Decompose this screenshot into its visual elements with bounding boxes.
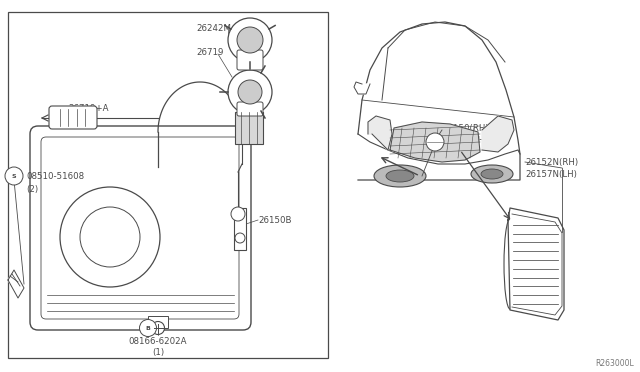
Ellipse shape — [386, 170, 414, 182]
FancyBboxPatch shape — [49, 106, 97, 129]
Ellipse shape — [481, 169, 503, 179]
Circle shape — [60, 187, 160, 287]
Text: 26155(LH): 26155(LH) — [442, 135, 488, 144]
Text: 08166-6202A: 08166-6202A — [129, 337, 188, 346]
Bar — [235, 112, 263, 144]
Polygon shape — [368, 116, 392, 150]
Text: 08510-51608: 08510-51608 — [26, 171, 84, 180]
FancyBboxPatch shape — [237, 102, 263, 116]
Polygon shape — [8, 270, 24, 298]
Circle shape — [426, 133, 444, 151]
Circle shape — [140, 320, 157, 337]
FancyBboxPatch shape — [41, 137, 239, 319]
Text: B: B — [145, 326, 150, 330]
Ellipse shape — [374, 165, 426, 187]
Circle shape — [235, 233, 245, 243]
Text: 26242M: 26242M — [196, 23, 231, 32]
Polygon shape — [354, 82, 370, 94]
Ellipse shape — [471, 165, 513, 183]
Text: 26150(RH): 26150(RH) — [442, 124, 488, 132]
FancyBboxPatch shape — [237, 50, 263, 70]
FancyBboxPatch shape — [30, 126, 251, 330]
Circle shape — [80, 207, 140, 267]
Polygon shape — [390, 122, 480, 162]
Circle shape — [238, 80, 262, 104]
Polygon shape — [358, 22, 520, 180]
Circle shape — [152, 321, 164, 334]
Text: (1): (1) — [152, 349, 164, 357]
Text: 26719: 26719 — [196, 48, 223, 57]
Polygon shape — [482, 116, 514, 152]
Text: S: S — [12, 173, 16, 179]
Circle shape — [237, 27, 263, 53]
Text: 26150B: 26150B — [258, 215, 291, 224]
Text: 26157N(LH): 26157N(LH) — [525, 170, 577, 179]
Circle shape — [228, 70, 272, 114]
Text: 26152N(RH): 26152N(RH) — [525, 157, 578, 167]
Circle shape — [228, 18, 272, 62]
Bar — [234, 208, 246, 250]
Circle shape — [5, 167, 23, 185]
Text: 26719+A: 26719+A — [68, 103, 109, 112]
Bar — [8, 12, 328, 358]
Text: (2): (2) — [26, 185, 38, 193]
Polygon shape — [508, 208, 564, 320]
Circle shape — [231, 207, 245, 221]
Text: R263000L: R263000L — [595, 359, 634, 368]
Bar — [148, 316, 168, 328]
